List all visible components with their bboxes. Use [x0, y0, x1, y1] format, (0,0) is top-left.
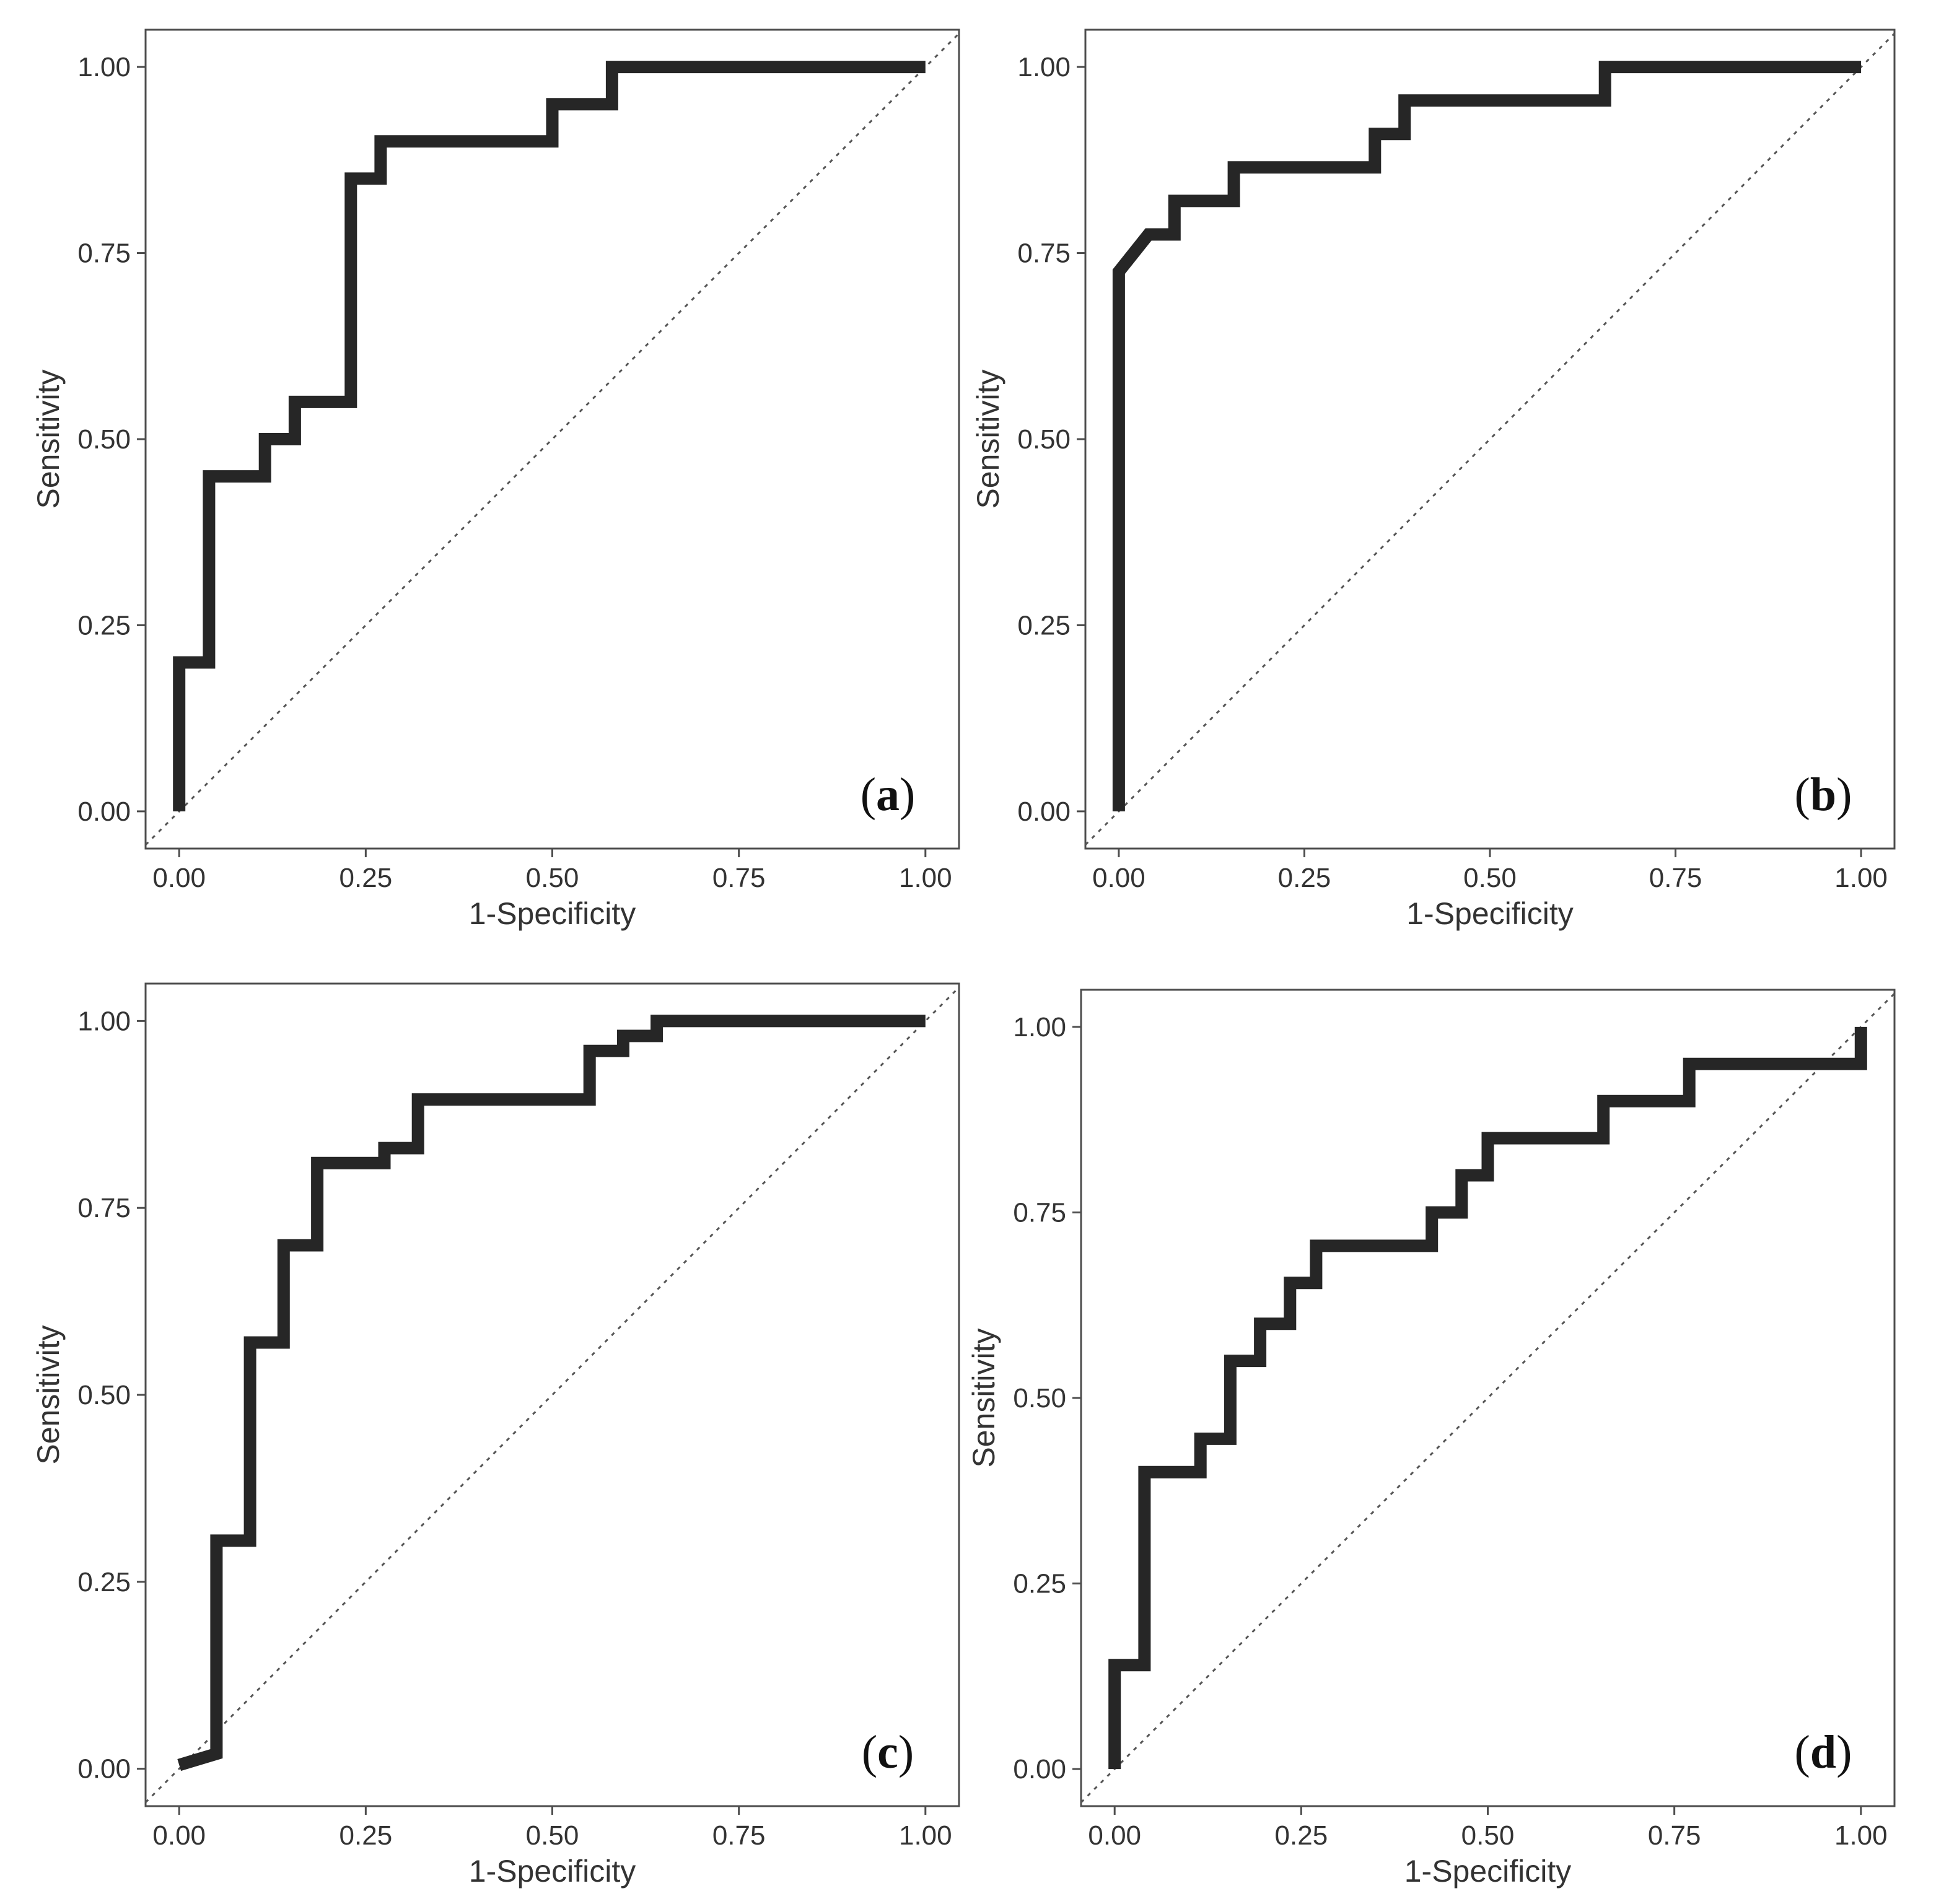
panel-a-y-tick-label: 0.25 — [77, 610, 131, 640]
panel-b-y-tick-label: 0.75 — [1017, 238, 1071, 269]
panel-d-y-tick-label: 1.00 — [1013, 1012, 1066, 1042]
panel-a-x-tick-label: 1.00 — [899, 863, 952, 893]
panel-d-x-tick-label: 1.00 — [1834, 1820, 1888, 1851]
panel-d-y-tick-label: 0.75 — [1013, 1197, 1066, 1228]
panel-a-label: (a) — [861, 769, 916, 821]
panel-a-x-tick-label: 0.75 — [712, 863, 766, 893]
panel-b-y-axis-title: Sensitivity — [971, 369, 1005, 509]
panel-a-y-axis-title: Sensitivity — [31, 369, 66, 509]
panel-c-x-tick-label: 0.50 — [526, 1820, 579, 1851]
panel-c-roc-curve — [177, 1015, 926, 1771]
panel-a: 0.00 0.25 0.50 0.75 1.00 0.00 0.25 0.50 0.75 1.00… — [31, 28, 960, 931]
panel-b-reference-diagonal — [1084, 32, 1896, 846]
panel-b-x-axis-title: 1-Specificity — [1406, 896, 1574, 931]
panel-d-y-axis-title: Sensitivity — [966, 1328, 1001, 1467]
panel-a-roc-curve — [173, 61, 926, 811]
panel-d-x-tick-label: 0.50 — [1461, 1820, 1515, 1851]
panel-b-x-tick-label: 0.25 — [1278, 863, 1331, 893]
panel-c-x-tick-label: 0.75 — [712, 1820, 766, 1851]
panel-a-x-tick-label: 0.25 — [339, 863, 393, 893]
panel-b: 0.00 0.25 0.50 0.75 1.00 0.00 0.25 0.50 0.75 1.00… — [971, 28, 1896, 931]
panel-d-x-axis-title: 1-Specificity — [1404, 1854, 1572, 1889]
panel-d-x-tick-label: 0.00 — [1088, 1820, 1141, 1851]
panel-b-y-tick-label: 1.00 — [1017, 52, 1071, 82]
panel-c-y-tick-label: 1.00 — [77, 1006, 131, 1036]
panel-b-frame — [1084, 28, 1896, 850]
panel-c-x-tick-label: 0.25 — [339, 1820, 393, 1851]
panel-b-x-tick-label: 0.00 — [1092, 863, 1145, 893]
panel-c-x-tick-label: 1.00 — [899, 1820, 952, 1851]
panel-d-x-tick-label: 0.75 — [1648, 1820, 1701, 1851]
panel-a-y-tick-label: 1.00 — [77, 52, 131, 82]
panel-c-label: (c) — [862, 1726, 914, 1778]
panel-a-y-tick-label: 0.00 — [77, 797, 131, 827]
panel-b-roc-curve — [1112, 61, 1862, 811]
panel-d-label: (d) — [1795, 1726, 1852, 1778]
panel-b-label: (b) — [1795, 769, 1852, 821]
panel-d-y-tick-label: 0.00 — [1013, 1754, 1066, 1784]
panel-b-x-tick-label: 1.00 — [1834, 863, 1888, 893]
panel-c-frame — [144, 982, 960, 1807]
panel-d-frame — [1080, 989, 1896, 1807]
panel-d: 0.00 0.25 0.50 0.75 1.00 0.00 0.25 0.50 0.75 1.00… — [966, 989, 1896, 1889]
panel-b-x-tick-label: 0.50 — [1463, 863, 1517, 893]
panel-c-y-tick-label: 0.25 — [77, 1567, 131, 1597]
panel-d-y-tick-label: 0.50 — [1013, 1383, 1066, 1413]
panel-b-x-tick-label: 0.75 — [1649, 863, 1702, 893]
panel-c-y-tick-label: 0.50 — [77, 1380, 131, 1410]
panel-c: 0.00 0.25 0.50 0.75 1.00 0.00 0.25 0.50 0.75 1.00… — [31, 982, 960, 1889]
panel-d-reference-diagonal — [1080, 992, 1896, 1804]
panel-c-y-axis-title: Sensitivity — [31, 1325, 66, 1464]
panel-a-y-tick-label: 0.50 — [77, 424, 131, 455]
panel-d-y-tick-label: 0.25 — [1013, 1569, 1066, 1599]
panel-c-y-tick-label: 0.75 — [77, 1193, 131, 1223]
panel-a-reference-diagonal — [144, 32, 960, 846]
panel-b-y-tick-label: 0.00 — [1017, 797, 1071, 827]
panel-a-y-tick-label: 0.75 — [77, 238, 131, 269]
panel-a-x-tick-label: 0.00 — [152, 863, 206, 893]
panel-d-roc-curve — [1108, 1026, 1867, 1770]
panel-d-x-tick-label: 0.25 — [1275, 1820, 1328, 1851]
panel-a-x-tick-label: 0.50 — [526, 863, 579, 893]
panel-c-x-axis-title: 1-Specificity — [469, 1854, 636, 1889]
panel-b-y-tick-label: 0.25 — [1017, 610, 1071, 640]
panel-c-x-tick-label: 0.00 — [152, 1820, 206, 1851]
panel-b-y-tick-label: 0.50 — [1017, 424, 1071, 455]
panel-a-x-axis-title: 1-Specificity — [469, 896, 636, 931]
panel-c-y-tick-label: 0.00 — [77, 1754, 131, 1784]
panel-c-reference-diagonal — [144, 986, 960, 1804]
